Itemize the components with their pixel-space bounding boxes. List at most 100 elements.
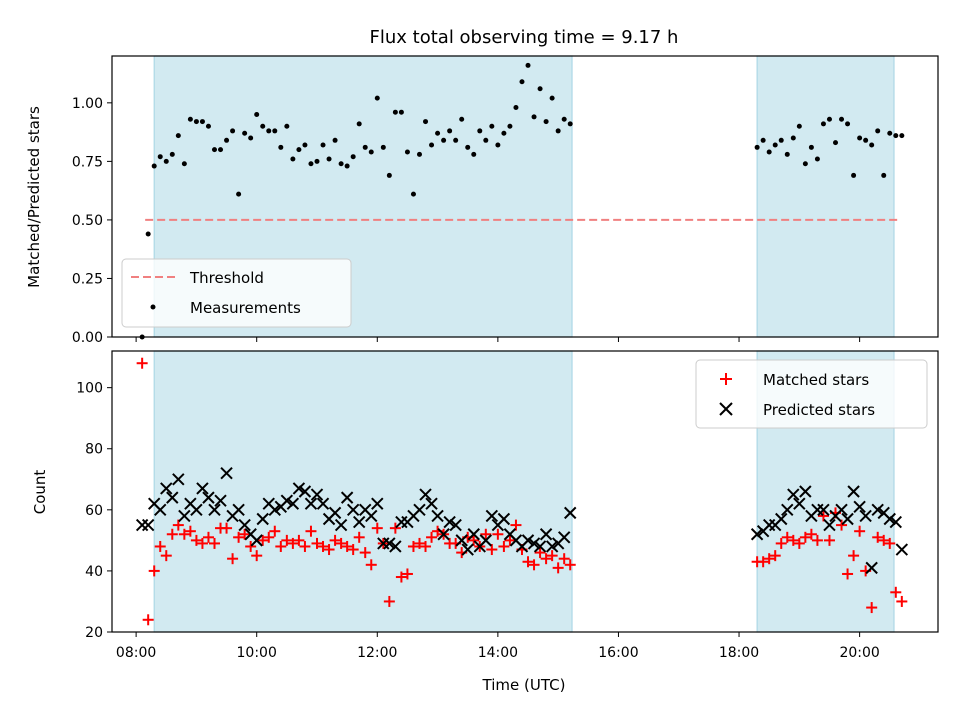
- measurement-point: [796, 123, 802, 129]
- measurement-point: [833, 140, 839, 146]
- predicted-star-point: [425, 497, 438, 510]
- predicted-star-point: [419, 488, 432, 501]
- matched-star-point: [184, 525, 196, 537]
- x-tick-label: 14:00: [478, 645, 518, 661]
- predicted-star-point: [793, 497, 806, 510]
- predicted-star-point: [557, 531, 571, 544]
- measurement-point: [477, 128, 483, 134]
- measurement-point: [254, 112, 260, 118]
- matched-star-point: [564, 559, 576, 571]
- matched-star-point: [872, 531, 884, 543]
- matched-star-point: [836, 519, 848, 531]
- measurement-point: [513, 105, 519, 111]
- matched-star-point: [299, 540, 311, 552]
- predicted-star-point: [328, 506, 342, 520]
- predicted-star-point: [750, 528, 764, 541]
- matched-star-point: [263, 531, 275, 543]
- measurement-point: [483, 137, 489, 143]
- measurement-point: [236, 191, 242, 197]
- matched-star-point: [781, 531, 793, 543]
- measurement-point: [863, 137, 869, 143]
- predicted-star-point: [413, 503, 426, 517]
- measurement-point: [561, 116, 567, 122]
- matched-star-point: [202, 531, 214, 543]
- predicted-star-point: [371, 497, 384, 510]
- measurement-point: [175, 133, 181, 139]
- matched-star-point: [763, 553, 775, 565]
- measurement-point: [899, 133, 905, 139]
- predicted-star-point: [539, 528, 553, 541]
- measurement-point: [851, 172, 857, 178]
- measurement-point: [157, 154, 163, 160]
- measurement-point: [205, 123, 211, 129]
- bottom-shaded-regions: [153, 350, 895, 633]
- matched-star-point: [172, 519, 184, 531]
- matched-star-point: [878, 534, 890, 546]
- predicted-star-point: [527, 537, 541, 550]
- matched-star-point: [233, 531, 245, 543]
- matched-star-point: [413, 537, 425, 549]
- matched-star-point: [799, 531, 811, 543]
- predicted-star-point: [232, 503, 245, 517]
- predicted-star-point: [154, 503, 167, 517]
- x-axis-label: Time (UTC): [482, 676, 566, 694]
- measurement-point: [290, 156, 296, 162]
- matched-star-point: [317, 540, 329, 552]
- predicted-star-point: [190, 503, 203, 517]
- bottom-legend: Matched stars Predicted stars: [695, 359, 928, 429]
- matched-star-point: [811, 534, 823, 546]
- measurement-points: [139, 62, 905, 340]
- matched-star-point: [305, 525, 317, 537]
- matched-star-point: [534, 547, 546, 559]
- matched-star-point: [848, 550, 860, 562]
- measurement-point: [356, 121, 362, 127]
- x-tick-label: 10:00: [237, 645, 277, 661]
- matched-star-point: [208, 537, 220, 549]
- matched-star-point: [227, 553, 239, 565]
- matched-star-point: [154, 540, 166, 552]
- predicted-star-point: [823, 518, 836, 532]
- bottom-y-axis: 20 40 60 80 100: [76, 381, 112, 641]
- predicted-star-point: [298, 485, 312, 498]
- matched-star-point: [341, 540, 353, 552]
- matched-star-point: [401, 568, 413, 580]
- measurement-point: [459, 116, 465, 122]
- predicted-star-point: [346, 503, 360, 517]
- measurement-point: [224, 137, 230, 143]
- measurement-point: [869, 142, 875, 148]
- y-tick-label: 100: [76, 381, 103, 397]
- measurement-point: [808, 144, 814, 150]
- measurement-point: [193, 119, 199, 125]
- matched-star-point: [359, 547, 371, 559]
- legend-predicted-swatch: [719, 402, 733, 416]
- matched-star-point: [522, 556, 534, 568]
- measurement-point: [489, 123, 495, 129]
- predicted-star-point: [533, 540, 547, 553]
- predicted-star-point: [304, 497, 318, 510]
- predicted-star-point: [365, 509, 378, 523]
- x-tick-label: 08:00: [116, 645, 156, 661]
- matched-star-point: [311, 537, 323, 549]
- matched-star-point: [805, 528, 817, 540]
- matched-star-point: [769, 550, 781, 562]
- matched-star-point: [890, 586, 902, 598]
- predicted-star-point: [443, 515, 456, 529]
- matched-star-point: [335, 537, 347, 549]
- measurement-point: [218, 147, 224, 153]
- predicted-star-point: [521, 534, 535, 547]
- measurement-point: [766, 149, 772, 155]
- matched-star-point: [389, 522, 401, 534]
- measurement-point: [839, 116, 845, 122]
- measurement-point: [893, 133, 899, 139]
- measurement-point: [754, 144, 760, 150]
- x-tick-label: 18:00: [719, 645, 759, 661]
- matched-star-point: [420, 540, 432, 552]
- measurement-point: [537, 86, 543, 92]
- matched-star-point: [190, 534, 202, 546]
- measurement-point: [242, 130, 248, 136]
- predicted-star-point: [817, 503, 830, 517]
- y-tick-label: 60: [85, 503, 103, 519]
- legend-threshold-label: Threshold: [189, 269, 264, 287]
- bottom-y-axis-label: Count: [31, 470, 49, 515]
- shaded-region: [153, 350, 573, 633]
